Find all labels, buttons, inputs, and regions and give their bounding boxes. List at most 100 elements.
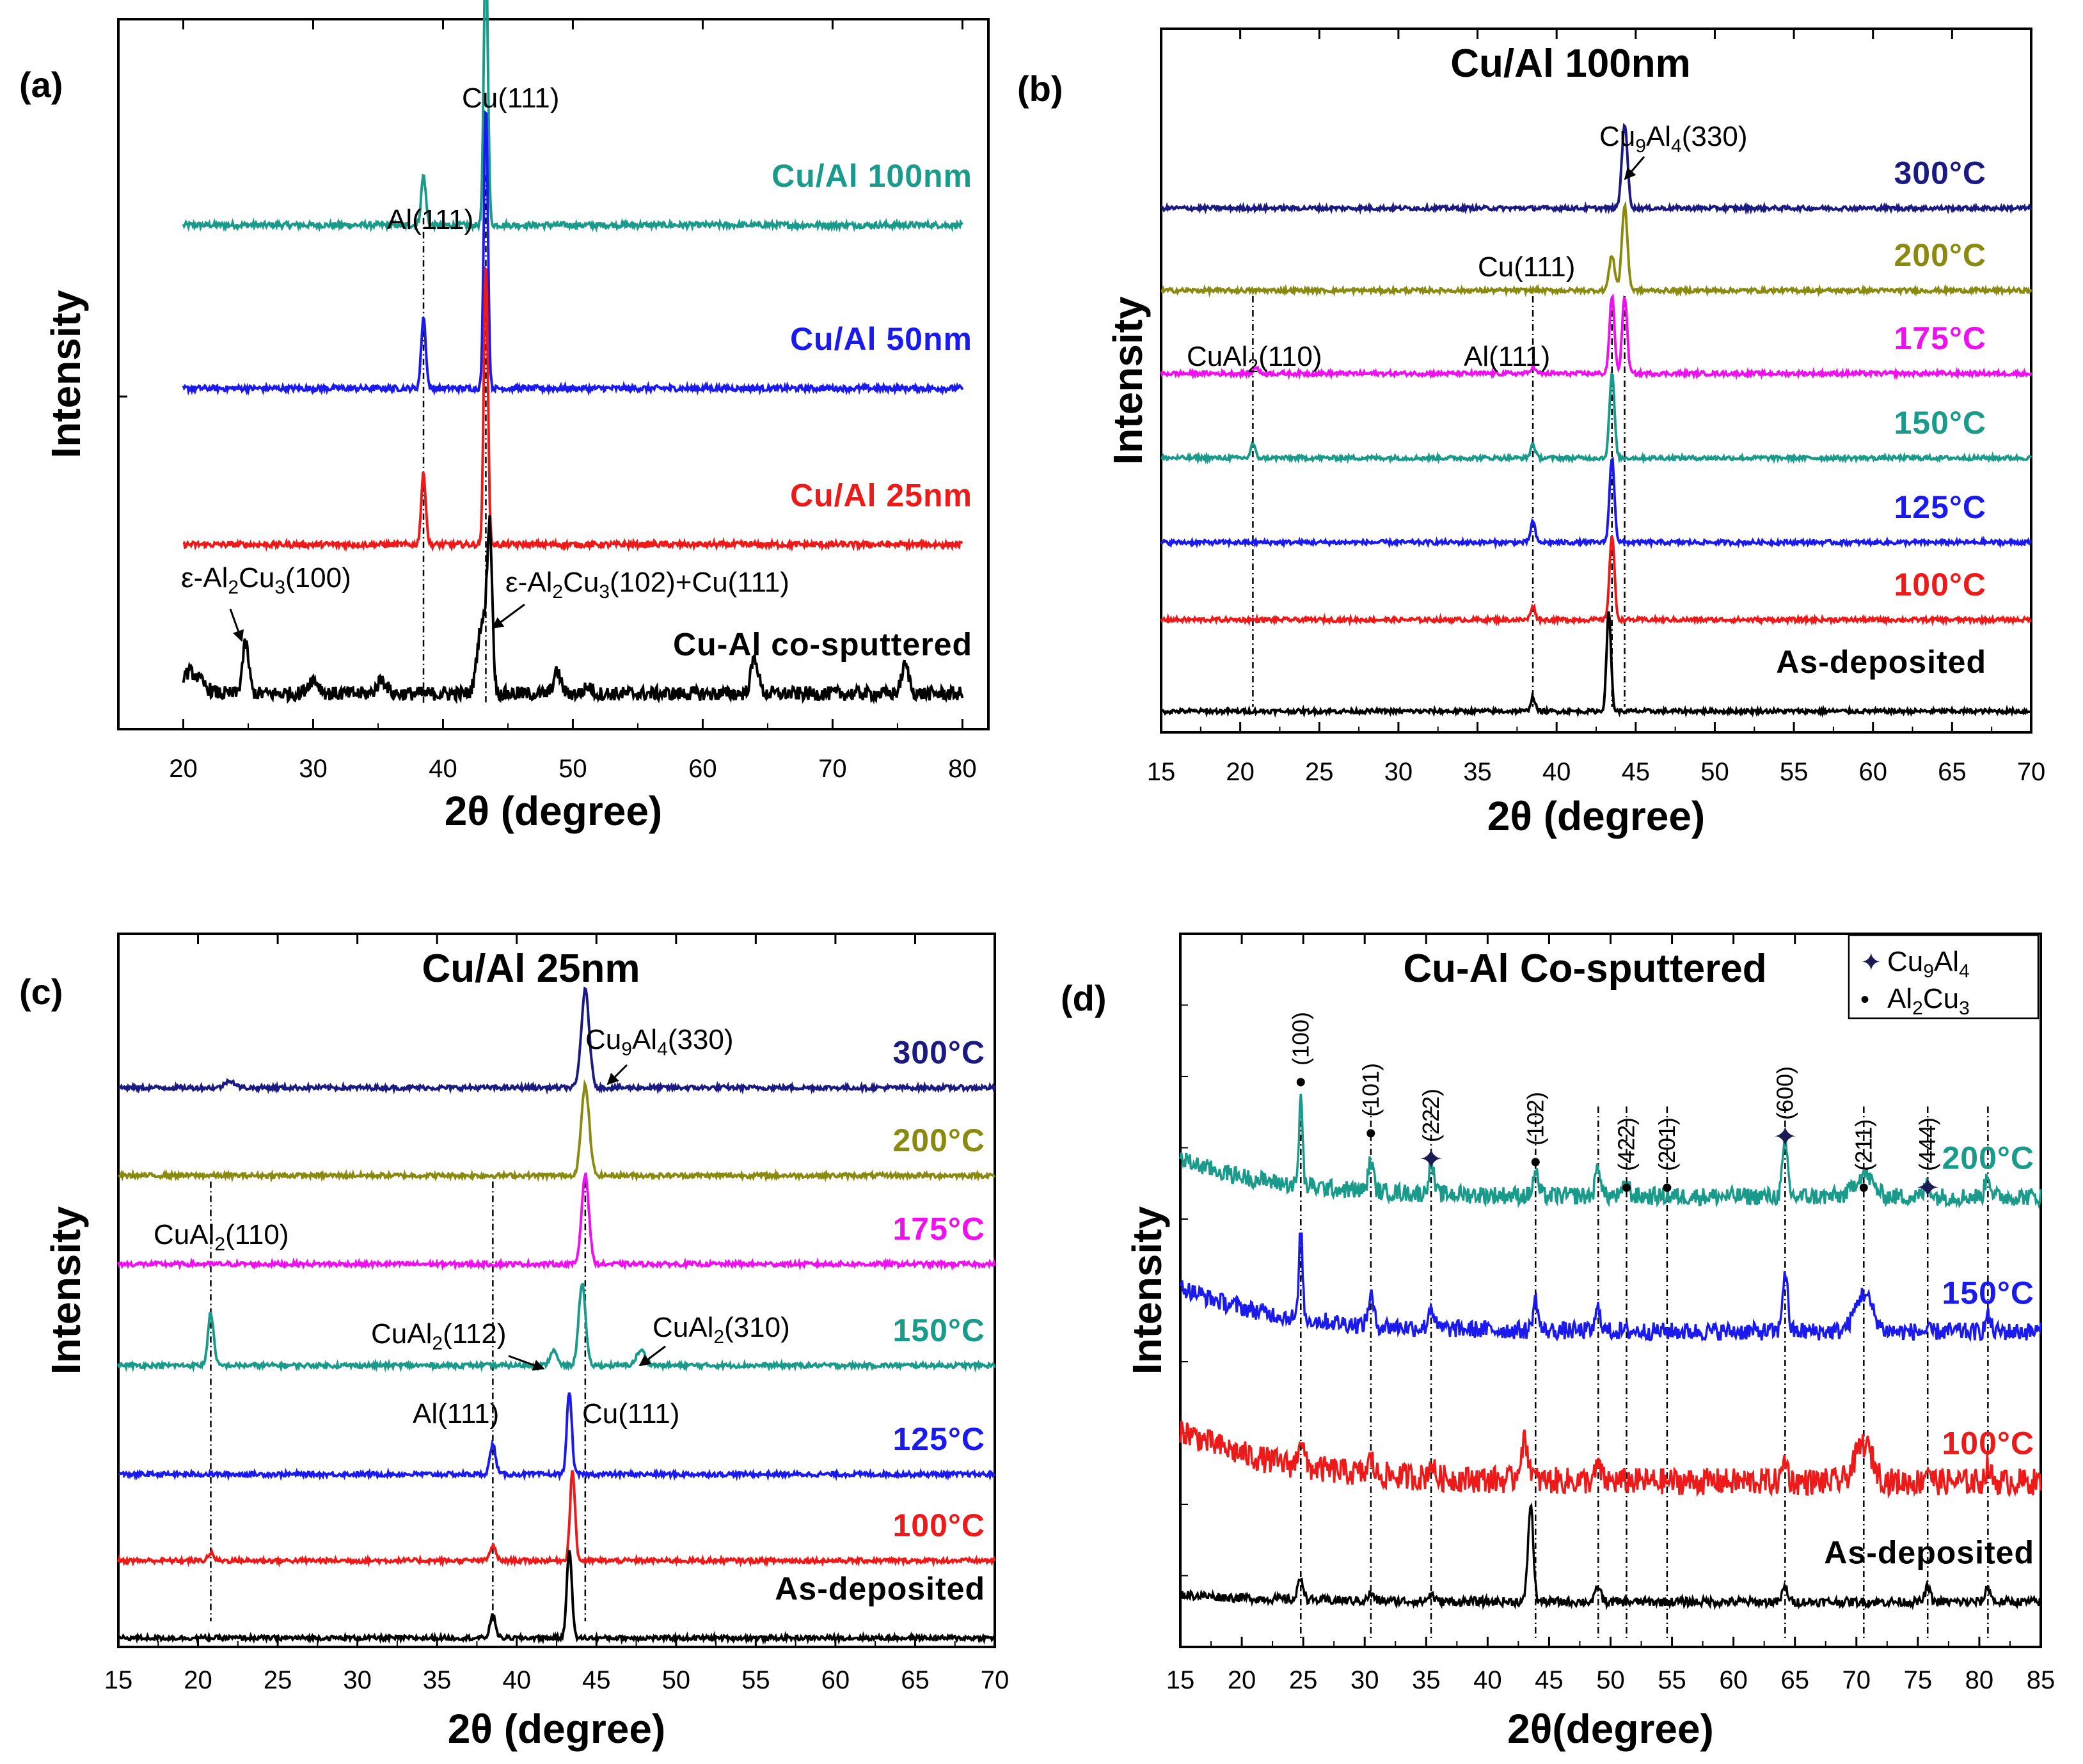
x-tick-label: 15 <box>1147 758 1176 786</box>
x-tick-label: 70 <box>1842 1666 1871 1694</box>
series-label: As-deposited <box>1776 644 1986 680</box>
y-axis-label: Intensity <box>43 290 89 459</box>
x-tick-label: 30 <box>343 1666 372 1694</box>
x-tick-label: 25 <box>1289 1666 1318 1694</box>
peak-annotation: ε-Al2Cu3(100) <box>181 562 351 598</box>
x-tick-label: 15 <box>104 1666 133 1694</box>
x-tick-label: 25 <box>1305 758 1334 786</box>
series-label: Cu/Al 25nm <box>790 477 972 513</box>
series-line <box>182 515 964 705</box>
peak-annotation: (101) <box>1358 1063 1384 1117</box>
series-label: As-deposited <box>775 1571 985 1607</box>
y-axis-label: Intensity <box>1124 1206 1170 1375</box>
peak-annotation: (600) <box>1771 1066 1798 1120</box>
x-tick-label: 60 <box>1858 758 1887 786</box>
star-marker-icon: ✦ <box>1915 1171 1940 1204</box>
series-line <box>1179 1421 2042 1499</box>
dot-marker-icon: • <box>1661 1171 1672 1205</box>
series-line <box>117 1282 996 1373</box>
x-axis-label: 2θ (degree) <box>448 1706 665 1752</box>
x-tick-label: 70 <box>818 755 847 783</box>
x-tick-label: 50 <box>1700 758 1729 786</box>
y-axis-label: Intensity <box>1105 296 1151 465</box>
dot-legend-icon: • <box>1860 986 1869 1014</box>
dot-marker-icon: • <box>1858 1171 1869 1205</box>
star-marker-icon: ✦ <box>1419 1142 1444 1176</box>
x-tick-label: 55 <box>1780 758 1809 786</box>
series-line <box>1160 372 2032 465</box>
series-label: Cu-Al co-sputtered <box>673 627 972 663</box>
star-legend-icon: ✦ <box>1860 949 1882 977</box>
series-line <box>118 1392 996 1482</box>
peak-annotation: Al(111) <box>1464 341 1550 372</box>
peak-annotation: CuAl2(110) <box>154 1219 289 1255</box>
peak-annotation: Al(111) <box>387 204 473 235</box>
peak-annotation: Cu9Al4(330) <box>1599 121 1747 157</box>
series-label: 175°C <box>1894 320 1986 356</box>
peak-annotation: Cu9Al4(330) <box>585 1024 733 1060</box>
peak-annotation: Cu(111) <box>582 1398 679 1429</box>
x-tick-label: 60 <box>821 1666 850 1694</box>
series-line <box>182 109 964 397</box>
x-tick-label: 50 <box>1596 1666 1625 1694</box>
annotation-arrow <box>606 1064 628 1085</box>
x-tick-label: 75 <box>1904 1666 1933 1694</box>
series-line <box>117 1172 996 1272</box>
x-tick-label: 40 <box>429 755 457 783</box>
peak-annotation: (102) <box>1522 1092 1548 1146</box>
series-line <box>1160 123 2032 216</box>
panel-label-d: (d) <box>1061 978 1107 1018</box>
series-label: 300°C <box>892 1035 985 1071</box>
series-label: Cu/Al 100nm <box>772 158 972 194</box>
chart-title: Cu/Al 25nm <box>422 947 640 991</box>
y-axis-label: Intensity <box>43 1206 89 1375</box>
peak-annotation: CuAl2(110) <box>1187 341 1322 377</box>
x-tick-label: 65 <box>1938 758 1967 786</box>
legend-label: Cu9Al4 <box>1887 946 1970 982</box>
series-line <box>1160 611 2032 718</box>
series-line <box>117 1550 996 1645</box>
x-tick-label: 25 <box>264 1666 292 1694</box>
chart-title: Cu-Al Co-sputtered <box>1403 947 1766 991</box>
peak-annotation: (222) <box>1418 1089 1444 1142</box>
x-tick-label: 70 <box>2017 758 2046 786</box>
x-tick-label: 35 <box>1412 1666 1441 1694</box>
legend: ✦ Cu9Al4 • Al2Cu3 <box>1848 934 2039 1020</box>
annotation-arrow <box>638 1345 666 1367</box>
series-label: 150°C <box>892 1312 985 1348</box>
x-tick-label: 45 <box>1535 1666 1564 1694</box>
x-tick-label: 30 <box>1384 758 1413 786</box>
annotation-arrow <box>508 1355 545 1371</box>
x-tick-label: 20 <box>169 755 198 783</box>
x-tick-label: 55 <box>1658 1666 1686 1694</box>
panel-label-c: (c) <box>19 972 63 1012</box>
x-tick-label: 80 <box>948 755 977 783</box>
series-line <box>182 0 963 233</box>
series-line <box>118 1078 996 1183</box>
chart-title: Cu/Al 100nm <box>1450 42 1691 86</box>
x-tick-label: 40 <box>502 1666 531 1694</box>
peak-annotation: Al(111) <box>413 1398 499 1429</box>
series-label: 100°C <box>1894 567 1986 602</box>
x-axis-label: 2θ (degree) <box>445 788 662 834</box>
panel-label-a: (a) <box>19 65 63 105</box>
x-tick-label: 70 <box>981 1666 1010 1694</box>
series-label: 150°C <box>1942 1275 2034 1311</box>
series-line <box>1160 200 2032 298</box>
series-label: 175°C <box>892 1211 985 1247</box>
series-line <box>1179 1232 2042 1343</box>
annotation-arrow <box>1624 156 1645 180</box>
x-axis-label: 2θ (degree) <box>1487 793 1705 839</box>
legend-label: Al2Cu3 <box>1887 983 1970 1019</box>
series-line <box>1160 293 2032 381</box>
peak-annotation: Cu(111) <box>1478 251 1575 283</box>
plot-frame <box>117 933 996 1648</box>
series-line <box>182 265 963 553</box>
star-marker-icon: ✦ <box>1773 1120 1798 1153</box>
series-line <box>118 986 996 1095</box>
x-tick-label: 45 <box>1622 758 1651 786</box>
panel-a: 20 30 40 50 60 70 80 Intensity 2θ (degree) Cu/Al … <box>43 0 990 834</box>
peak-annotation: (422) <box>1613 1117 1639 1171</box>
dot-marker-icon: • <box>1365 1117 1376 1151</box>
